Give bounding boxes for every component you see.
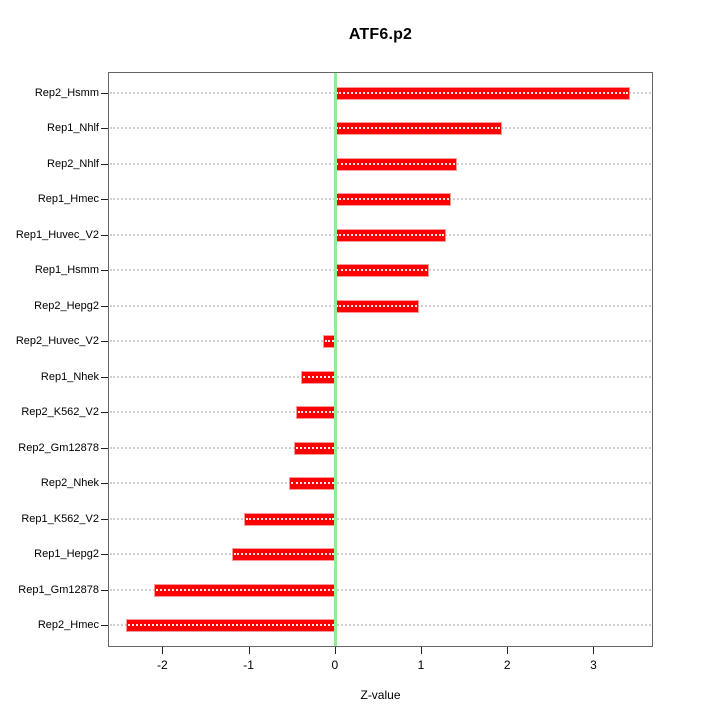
bar-dotted-highlight bbox=[335, 233, 445, 236]
bar-dotted-highlight bbox=[246, 517, 334, 520]
bar bbox=[334, 194, 451, 206]
y-tick-label: Rep2_Gm12878 bbox=[18, 441, 99, 454]
gridline bbox=[110, 340, 651, 343]
y-tick-label: Rep1_Nhlf bbox=[47, 122, 99, 135]
x-axis-label: Z-value bbox=[360, 688, 401, 702]
bar bbox=[126, 620, 335, 631]
gridline bbox=[110, 482, 651, 485]
y-tick-label: Rep2_Hsmm bbox=[34, 87, 99, 99]
bar bbox=[289, 478, 335, 490]
bar-dotted-highlight bbox=[127, 624, 334, 626]
y-tick-label: Rep1_K562_V2 bbox=[21, 512, 99, 525]
bar-dotted-highlight bbox=[335, 127, 501, 130]
bar-dotted-highlight bbox=[296, 446, 334, 449]
y-tick-label: Rep2_Hepg2 bbox=[34, 299, 99, 312]
y-tick-label: Rep2_K562_V2 bbox=[21, 406, 99, 419]
y-tick-label: Rep1_Gm12878 bbox=[18, 583, 99, 596]
bar bbox=[155, 584, 335, 596]
x-tick bbox=[162, 647, 164, 654]
bar-dotted-highlight bbox=[303, 375, 334, 378]
bar-dotted-highlight bbox=[290, 482, 334, 485]
y-tick bbox=[101, 412, 108, 414]
x-tick-label: -1 bbox=[243, 658, 254, 672]
x-tick bbox=[593, 647, 595, 654]
gridline bbox=[110, 624, 651, 626]
y-tick-label: Rep1_Nhek bbox=[40, 370, 99, 383]
gridline bbox=[110, 517, 651, 520]
bar bbox=[334, 265, 428, 277]
y-tick-label: Rep2_Nhlf bbox=[47, 157, 99, 170]
bar-dotted-highlight bbox=[335, 269, 427, 272]
y-tick-label: Rep2_Huvec_V2 bbox=[15, 335, 99, 348]
x-tick bbox=[248, 647, 250, 654]
chart-title: ATF6.p2 bbox=[348, 26, 413, 43]
y-tick bbox=[101, 93, 108, 94]
bar bbox=[334, 300, 419, 312]
gridline bbox=[110, 411, 651, 414]
x-tick-label: -2 bbox=[156, 658, 168, 672]
bar bbox=[245, 513, 335, 525]
gridline bbox=[110, 588, 651, 591]
bar-dotted-highlight bbox=[297, 411, 334, 414]
x-tick-label: 2 bbox=[503, 658, 511, 672]
x-tick-label: 1 bbox=[417, 658, 425, 672]
bar-dotted-highlight bbox=[234, 553, 334, 556]
gridline bbox=[110, 553, 651, 556]
y-tick-label: Rep1_Huvec_V2 bbox=[15, 228, 99, 241]
y-tick-label: Rep1_Hepg2 bbox=[34, 548, 99, 561]
bar-dotted-highlight bbox=[325, 340, 334, 343]
bar-dotted-highlight bbox=[335, 198, 450, 201]
y-tick bbox=[101, 518, 108, 520]
bar bbox=[334, 88, 629, 99]
bar-dotted-highlight bbox=[335, 304, 418, 307]
y-tick bbox=[101, 625, 108, 626]
y-tick bbox=[101, 199, 108, 201]
y-tick bbox=[101, 589, 108, 591]
y-tick bbox=[101, 270, 108, 272]
y-tick-label: Rep1_Hsmm bbox=[34, 264, 99, 277]
bar-dotted-highlight bbox=[335, 162, 455, 165]
zero-reference-line bbox=[333, 72, 337, 647]
bar bbox=[334, 123, 502, 135]
y-tick-label: Rep1_Hmec bbox=[37, 193, 99, 206]
y-tick bbox=[101, 483, 108, 485]
y-tick bbox=[101, 163, 108, 165]
y-tick-label: Rep2_Hmec bbox=[37, 619, 99, 631]
y-tick bbox=[101, 554, 108, 556]
bar bbox=[302, 371, 335, 383]
bar bbox=[334, 229, 446, 241]
y-tick bbox=[101, 376, 108, 378]
bar bbox=[296, 407, 335, 419]
x-tick bbox=[507, 647, 509, 654]
gridline bbox=[110, 375, 651, 378]
x-tick-label: 3 bbox=[590, 658, 597, 672]
bar bbox=[324, 336, 335, 348]
x-tick-label: 0 bbox=[331, 658, 339, 672]
bar bbox=[295, 442, 335, 454]
gridline bbox=[110, 446, 651, 449]
x-tick bbox=[421, 647, 423, 654]
bar bbox=[233, 549, 335, 561]
y-tick bbox=[101, 305, 108, 307]
bar-dotted-highlight bbox=[335, 92, 628, 94]
y-tick-label: Rep2_Nhek bbox=[40, 477, 99, 490]
bar bbox=[334, 158, 456, 170]
y-tick bbox=[101, 128, 108, 130]
y-tick bbox=[101, 234, 108, 236]
bar-dotted-highlight bbox=[156, 588, 334, 591]
y-tick bbox=[101, 341, 108, 343]
y-tick bbox=[101, 447, 108, 449]
x-tick bbox=[334, 647, 336, 654]
